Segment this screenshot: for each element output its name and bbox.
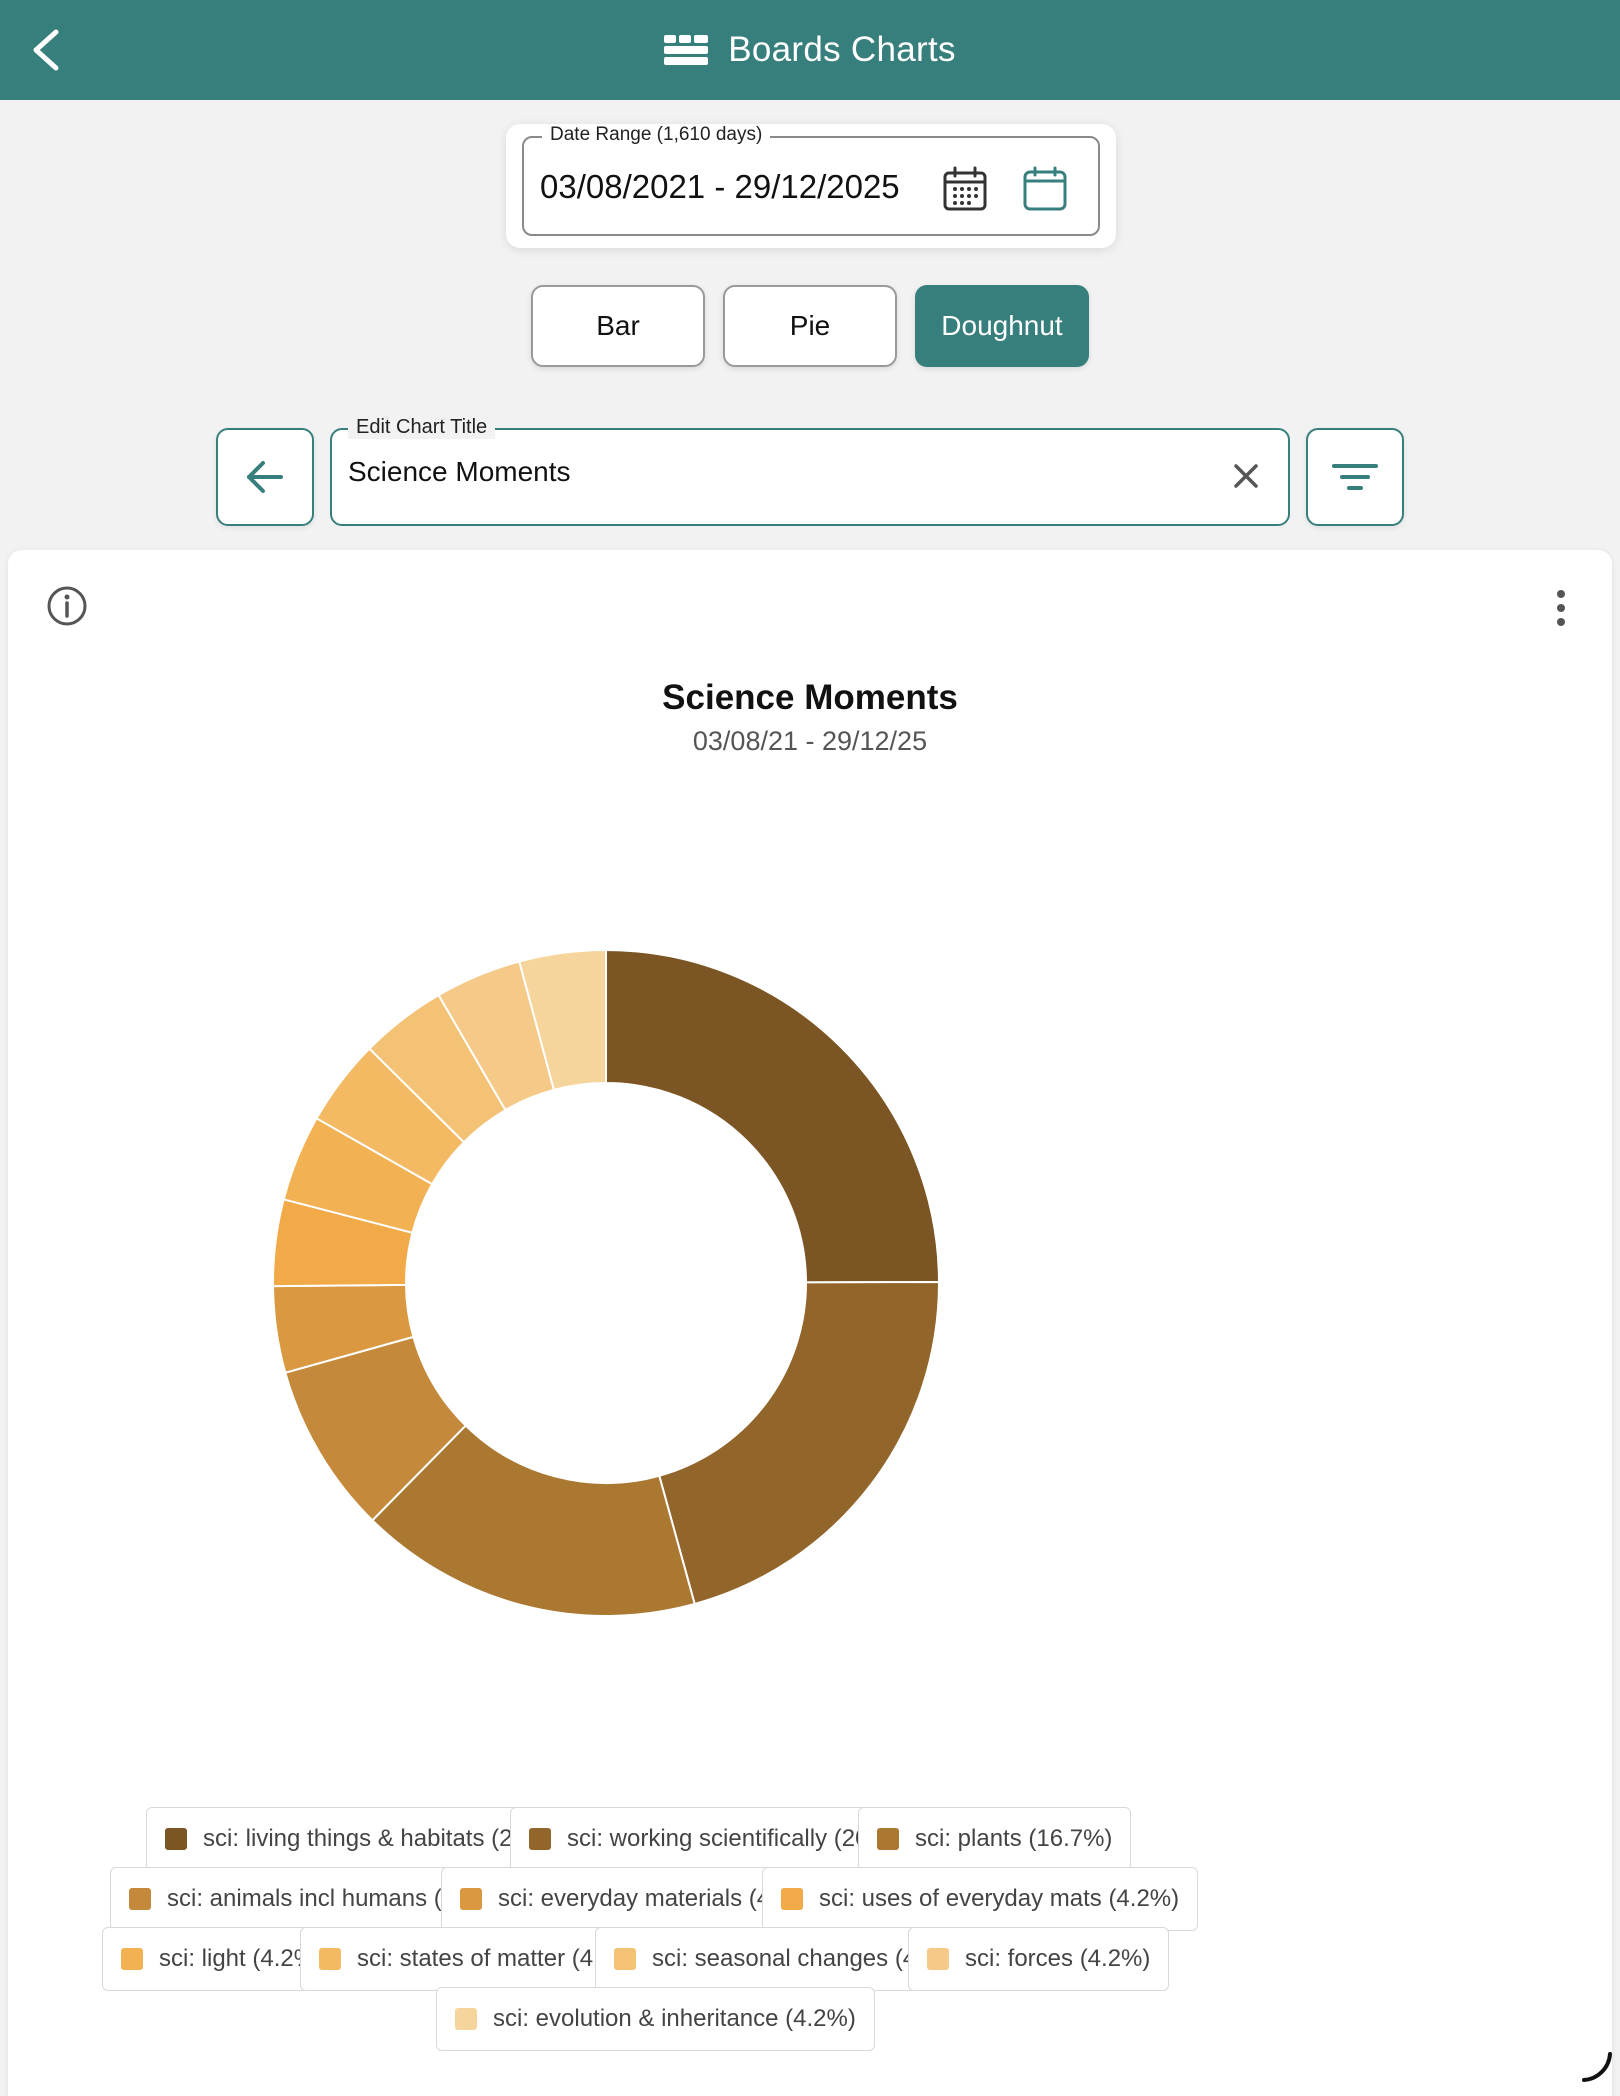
info-icon[interactable]: [46, 585, 88, 627]
legend-label: sci: plants (16.7%): [915, 1825, 1113, 1852]
close-icon[interactable]: [1230, 460, 1262, 492]
date-range-label: Date Range (1,610 days): [542, 124, 771, 146]
legend-swatch: [614, 1948, 636, 1970]
legend-item[interactable]: sci: evolution & inheritance (4.2%): [436, 1987, 875, 2051]
legend-label: sci: states of matter (4.2%): [357, 1945, 643, 1972]
calendar-grid-icon[interactable]: [942, 166, 988, 212]
arrow-left-icon: [247, 461, 283, 493]
legend-item[interactable]: sci: uses of everyday mats (4.2%): [762, 1867, 1199, 1931]
legend-swatch: [877, 1828, 899, 1850]
filter-button[interactable]: [1306, 428, 1404, 526]
legend-label: sci: uses of everyday mats (4.2%): [819, 1885, 1180, 1912]
legend-swatch: [129, 1888, 151, 1910]
pie-chart-button[interactable]: Pie: [723, 285, 897, 367]
chart-title-input[interactable]: Science Moments: [348, 456, 571, 487]
legend-swatch: [529, 1828, 551, 1850]
doughnut-slice-1[interactable]: [605, 948, 941, 1284]
chart-title-field-label: Edit Chart Title: [348, 416, 496, 439]
app-title-group: Boards Charts: [664, 30, 956, 70]
legend-swatch: [927, 1948, 949, 1970]
legend-swatch: [455, 2008, 477, 2030]
bar-chart-button[interactable]: Bar: [531, 285, 705, 367]
legend-swatch: [165, 1828, 187, 1850]
doughnut-slice-3[interactable]: [370, 1424, 696, 1617]
top-app-bar: Boards Charts: [0, 0, 1620, 100]
legend-swatch: [319, 1948, 341, 1970]
loading-spinner-icon: [1582, 2052, 1612, 2082]
calendar-icon[interactable]: [1022, 166, 1068, 212]
legend-label: sci: forces (4.2%): [965, 1945, 1151, 1972]
legend-label: sci: evolution & inheritance (4.2%): [493, 2005, 856, 2032]
boards-icon: [664, 35, 709, 65]
legend-item[interactable]: sci: plants (16.7%): [858, 1807, 1132, 1871]
doughnut-slice-11[interactable]: [518, 948, 607, 1092]
chart-subtitle: 03/08/21 - 29/12/25: [692, 726, 928, 756]
chart-title: Science Moments: [662, 678, 958, 717]
previous-chart-button[interactable]: [216, 428, 314, 526]
more-vertical-icon[interactable]: [1554, 588, 1568, 628]
legend-label: sci: light (4.2%): [159, 1945, 324, 1972]
doughnut-chart: [272, 948, 941, 1617]
doughnut-slice-2[interactable]: [658, 1280, 940, 1606]
legend-swatch: [121, 1948, 143, 1970]
doughnut-chart-button[interactable]: Doughnut: [915, 285, 1089, 367]
date-range-value[interactable]: 03/08/2021 - 29/12/2025: [540, 168, 900, 205]
chart-card: Science Moments 03/08/21 - 29/12/25 sci:…: [8, 550, 1612, 2096]
legend-swatch: [781, 1888, 803, 1910]
page-title: Boards Charts: [728, 30, 956, 69]
chevron-left-icon: [33, 29, 59, 71]
back-button[interactable]: [18, 22, 74, 78]
legend-swatch: [460, 1888, 482, 1910]
date-range-field[interactable]: Date Range (1,610 days) 03/08/2021 - 29/…: [522, 124, 1100, 236]
legend-item[interactable]: sci: forces (4.2%): [908, 1927, 1170, 1991]
date-range-card: Date Range (1,610 days) 03/08/2021 - 29/…: [506, 124, 1116, 248]
filter-icon: [1332, 464, 1378, 490]
chart-title-field[interactable]: Edit Chart Title Science Moments: [330, 416, 1290, 526]
